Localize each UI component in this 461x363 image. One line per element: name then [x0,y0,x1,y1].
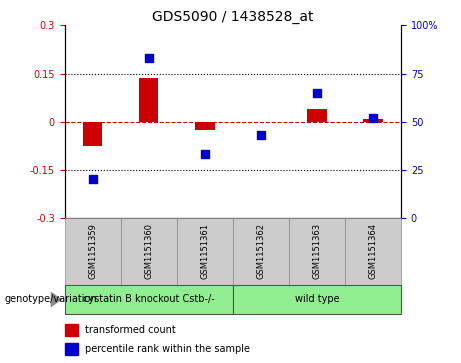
Text: cystatin B knockout Cstb-/-: cystatin B knockout Cstb-/- [83,294,214,305]
Text: GSM1151363: GSM1151363 [313,223,321,280]
Bar [139,78,159,122]
Text: GSM1151359: GSM1151359 [88,224,97,279]
Point [89,176,96,182]
Bar [233,218,289,285]
Bar [65,343,78,355]
Text: transformed count: transformed count [85,325,176,335]
Title: GDS5090 / 1438528_at: GDS5090 / 1438528_at [152,11,313,24]
Bar [363,119,383,122]
Bar [307,109,327,122]
Text: GSM1151364: GSM1151364 [368,223,378,280]
Bar [195,122,214,130]
Bar [83,122,102,146]
Bar [121,218,177,285]
Bar [233,285,401,314]
Point [369,115,377,121]
Point [201,151,208,157]
Text: GSM1151360: GSM1151360 [144,223,153,280]
Bar [289,218,345,285]
Text: GSM1151361: GSM1151361 [200,223,209,280]
Bar [65,285,233,314]
Bar [65,324,78,336]
Bar [345,218,401,285]
Text: wild type: wild type [295,294,339,305]
Text: percentile rank within the sample: percentile rank within the sample [85,344,250,354]
Point [257,132,265,138]
Point [145,55,152,61]
Text: genotype/variation: genotype/variation [5,294,97,305]
Point [313,90,321,95]
Bar [65,218,121,285]
Bar [177,218,233,285]
Text: GSM1151362: GSM1151362 [256,223,266,280]
